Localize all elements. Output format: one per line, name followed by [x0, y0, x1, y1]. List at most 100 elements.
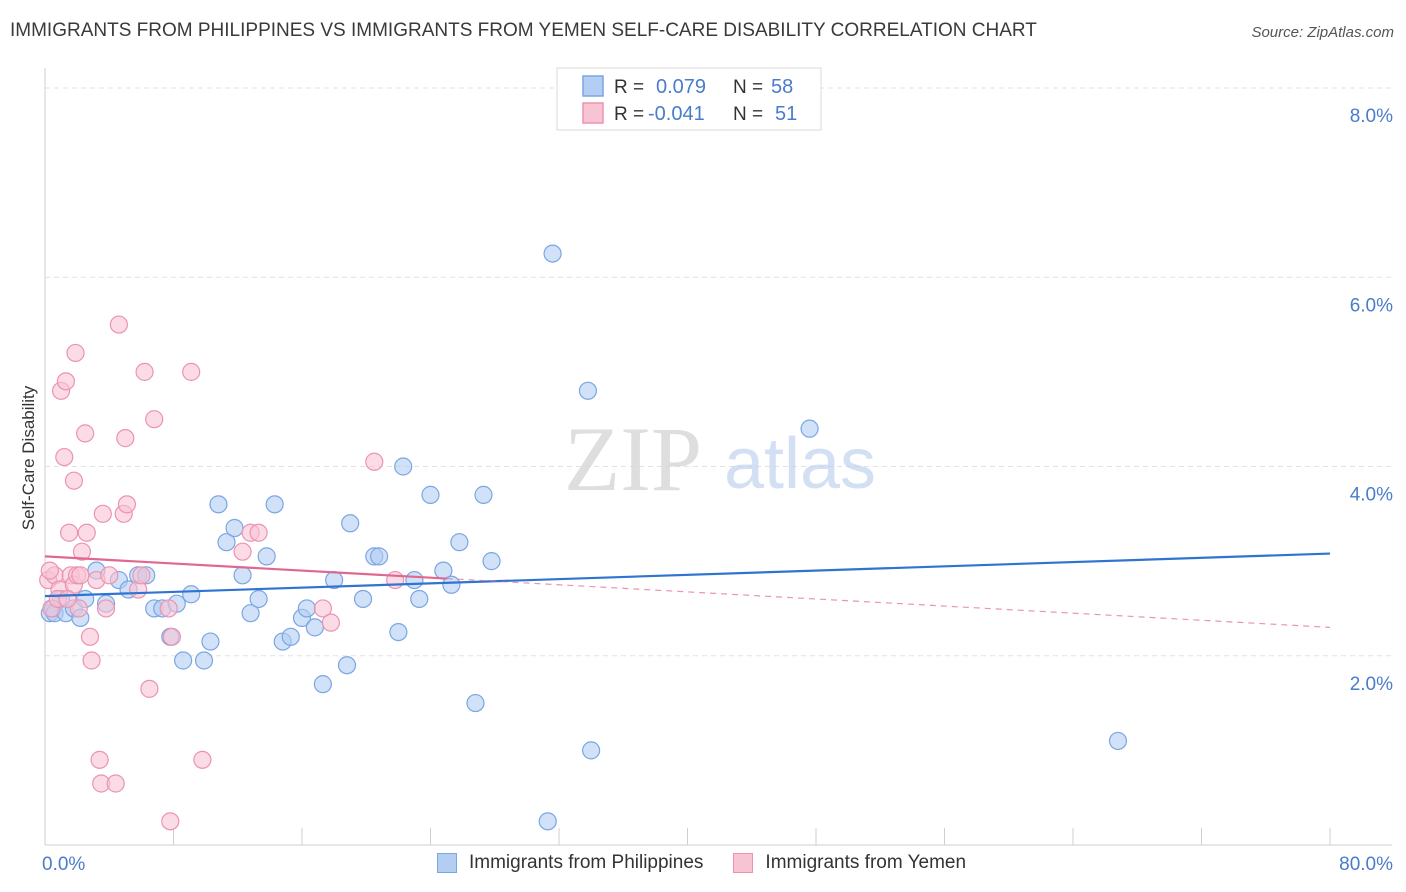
point-yemen [100, 566, 119, 585]
trend-lines [44, 552, 1331, 628]
series-legend: Immigrants from Philippines Immigrants f… [437, 852, 996, 874]
legend-n-value: 58 [771, 76, 793, 98]
point-yemen [193, 750, 212, 769]
point-philippines [353, 589, 373, 609]
point-yemen [365, 452, 384, 471]
trend-line-yemen-dashed [446, 577, 1331, 628]
watermark-atlas: atlas [724, 424, 876, 504]
legend-swatch-yemen [733, 853, 754, 873]
tick-labels: 2.0% 4.0% 6.0% 8.0% 0.0% 80.0% [42, 106, 1393, 875]
point-philippines [442, 575, 461, 594]
point-yemen [117, 495, 137, 514]
legend-n-label: N = [733, 104, 763, 125]
point-yemen [90, 750, 109, 769]
point-yemen [135, 362, 154, 381]
point-philippines [249, 589, 268, 609]
point-philippines [241, 604, 260, 623]
point-philippines [800, 419, 819, 438]
legend-n-value: 51 [775, 103, 797, 125]
legend-box: R = 0.079 N = 58 R = -0.041 N = 51 [556, 67, 822, 131]
point-philippines [1108, 731, 1128, 751]
axes [44, 68, 1392, 846]
y-tick-label: 6.0% [1350, 295, 1393, 316]
point-philippines [201, 632, 220, 651]
point-yemen [140, 679, 159, 698]
point-yemen [56, 372, 75, 391]
legend-item-philippines: Immigrants from Philippines [437, 852, 703, 874]
point-yemen [161, 812, 180, 831]
source-label: Source: ZipAtlas.com [1251, 24, 1394, 41]
point-philippines [410, 589, 429, 609]
point-yemen [76, 424, 95, 443]
y-axis-label: Self-Care Disability [19, 385, 38, 530]
point-philippines [194, 651, 214, 670]
point-philippines [305, 618, 324, 637]
point-yemen [71, 566, 90, 585]
point-yemen [162, 627, 181, 646]
point-yemen [55, 447, 74, 467]
point-philippines [257, 547, 276, 566]
point-yemen [59, 523, 79, 542]
legend-swatch-philippines [437, 853, 457, 873]
point-yemen [82, 651, 101, 670]
trend-line-yemen [44, 555, 447, 580]
point-yemen [159, 599, 178, 618]
point-yemen [145, 410, 164, 429]
legend-label-yemen: Immigrants from Yemen [765, 852, 967, 873]
point-yemen [132, 566, 151, 585]
point-yemen [109, 315, 128, 334]
point-philippines [538, 812, 557, 831]
point-philippines [313, 675, 332, 694]
point-philippines [341, 514, 360, 533]
point-philippines [450, 533, 469, 552]
point-philippines [337, 656, 357, 675]
point-yemen [313, 599, 332, 618]
point-philippines [225, 518, 244, 538]
point-philippines [370, 547, 389, 566]
legend-item-yemen: Immigrants from Yemen [733, 852, 966, 874]
chart-title: IMMIGRANTS FROM PHILIPPINES VS IMMIGRANT… [10, 20, 1037, 41]
y-tick-label: 8.0% [1350, 106, 1393, 127]
point-philippines [297, 599, 316, 618]
point-yemen [40, 561, 59, 580]
point-yemen [66, 343, 85, 363]
point-yemen [93, 504, 112, 523]
legend-swatch-philippines [582, 75, 604, 97]
legend-r-value: -0.041 [648, 103, 705, 125]
point-yemen [116, 429, 135, 448]
point-yemen [182, 362, 201, 381]
point-yemen [58, 589, 77, 609]
legend-r-value: 0.079 [656, 76, 706, 98]
point-yemen [64, 471, 84, 490]
point-yemen [96, 599, 116, 618]
scatter-points [39, 244, 1128, 831]
point-philippines [281, 627, 300, 646]
legend-n-label: N = [733, 77, 763, 98]
y-tick-label: 2.0% [1350, 674, 1393, 695]
point-philippines [466, 693, 485, 713]
y-tick-label: 4.0% [1350, 485, 1393, 506]
legend-swatch-yemen [582, 102, 604, 124]
watermark-zip: ZIP [564, 408, 702, 510]
point-yemen [80, 627, 100, 646]
point-yemen [233, 542, 252, 561]
point-philippines [217, 533, 236, 552]
point-philippines [209, 495, 228, 514]
legend-r-label: R = [614, 77, 644, 98]
point-philippines [582, 741, 601, 760]
point-philippines [174, 651, 193, 670]
legend-r-label: R = [614, 104, 644, 125]
point-yemen [249, 523, 268, 542]
point-yemen [386, 570, 405, 590]
point-yemen [77, 523, 96, 542]
point-philippines [474, 485, 493, 504]
watermark: ZIP atlas [564, 408, 876, 510]
point-philippines [233, 566, 252, 585]
point-philippines [543, 244, 562, 263]
point-philippines [182, 585, 201, 604]
point-philippines [578, 381, 598, 400]
x-tick-label-min: 0.0% [42, 854, 85, 875]
point-yemen [72, 542, 92, 561]
point-philippines [265, 495, 284, 514]
